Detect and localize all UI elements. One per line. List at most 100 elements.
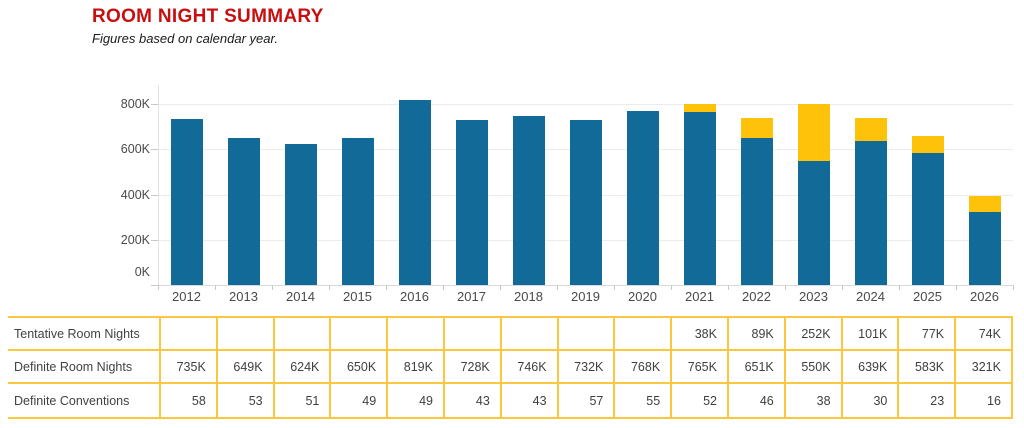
x-axis-label-2020: 2020 bbox=[628, 289, 657, 304]
table-cell-2025[interactable]: 77K bbox=[899, 318, 957, 351]
x-axis-tick bbox=[671, 285, 672, 290]
table-cell-2026[interactable]: 321K bbox=[956, 351, 1013, 384]
x-axis-tick bbox=[158, 285, 159, 290]
table-cell-2012[interactable] bbox=[161, 318, 218, 351]
y-axis-label: 0K bbox=[134, 265, 150, 279]
table-cell-2018[interactable]: 746K bbox=[501, 351, 559, 384]
y-axis-label: 200K bbox=[120, 232, 150, 247]
bar-definite-2019[interactable] bbox=[569, 119, 602, 285]
bar-definite-2024[interactable] bbox=[854, 140, 887, 285]
bar-tentative-2026[interactable] bbox=[968, 195, 1001, 213]
table-cell-2022[interactable]: 89K bbox=[728, 318, 786, 351]
bar-definite-2026[interactable] bbox=[968, 212, 1001, 285]
gridline-800K bbox=[158, 104, 1013, 106]
x-axis-label-2023: 2023 bbox=[799, 289, 828, 304]
table-cell-2023[interactable]: 252K bbox=[785, 318, 843, 351]
table-cell-2017[interactable] bbox=[444, 318, 502, 351]
x-axis-tick bbox=[785, 285, 786, 290]
table-cell-2016[interactable] bbox=[388, 318, 445, 351]
table-cell-2020[interactable]: 768K bbox=[615, 351, 673, 384]
table-cell-2023[interactable]: 38 bbox=[786, 384, 843, 417]
table-cell-2014[interactable]: 624K bbox=[274, 351, 332, 384]
table-cell-2023[interactable]: 550K bbox=[785, 351, 843, 384]
table-cell-2015[interactable] bbox=[331, 318, 389, 351]
bar-tentative-2025[interactable] bbox=[911, 135, 944, 154]
table-cell-2021[interactable]: 765K bbox=[672, 351, 729, 384]
table-cell-2020[interactable] bbox=[615, 318, 673, 351]
x-axis-label-2016: 2016 bbox=[400, 289, 429, 304]
table-cell-2024[interactable]: 101K bbox=[842, 318, 900, 351]
table-cell-2013[interactable]: 53 bbox=[218, 384, 275, 417]
table-cell-2014[interactable] bbox=[274, 318, 332, 351]
y-axis-tick bbox=[151, 149, 158, 151]
page-title: ROOM NIGHT SUMMARY bbox=[92, 6, 324, 27]
bar-definite-2016[interactable] bbox=[398, 99, 431, 285]
table-cell-2016[interactable]: 819K bbox=[388, 351, 445, 384]
room-nights-summary-table: Tentative Room Nights 38K 89K 252K 101K 77K 74… bbox=[8, 316, 1013, 419]
table-cell-2025[interactable]: 23 bbox=[899, 384, 957, 417]
bar-definite-2020[interactable] bbox=[626, 111, 659, 285]
x-axis-label-2022: 2022 bbox=[742, 289, 771, 304]
page-subtitle: Figures based on calendar year. bbox=[92, 31, 278, 46]
bar-definite-2021[interactable] bbox=[683, 112, 716, 285]
table-cell-2019[interactable]: 57 bbox=[559, 384, 616, 417]
bar-definite-2013[interactable] bbox=[227, 138, 260, 285]
x-axis-tick bbox=[614, 285, 615, 290]
table-cell-2022[interactable]: 46 bbox=[729, 384, 786, 417]
table-cell-2015[interactable]: 49 bbox=[331, 384, 389, 417]
y-axis-tick bbox=[151, 285, 158, 286]
x-axis-label-2017: 2017 bbox=[457, 289, 486, 304]
x-axis-label-2018: 2018 bbox=[514, 289, 543, 304]
x-axis-tick bbox=[386, 285, 387, 290]
bar-definite-2012[interactable] bbox=[170, 118, 203, 285]
x-axis-label-2026: 2026 bbox=[970, 289, 999, 304]
table-cell-2021[interactable]: 52 bbox=[672, 384, 729, 417]
table-cell-2026[interactable]: 74K bbox=[956, 318, 1013, 351]
y-axis-label: 800K bbox=[120, 97, 150, 112]
bar-definite-2015[interactable] bbox=[341, 138, 374, 285]
y-axis-tick bbox=[151, 194, 158, 196]
table-cell-2024[interactable]: 639K bbox=[842, 351, 900, 384]
bar-tentative-2023[interactable] bbox=[797, 103, 830, 161]
table-cell-2021[interactable]: 38K bbox=[672, 318, 729, 351]
table-cell-2012[interactable]: 735K bbox=[161, 351, 218, 384]
x-axis-label-2015: 2015 bbox=[343, 289, 372, 304]
table-cell-2012[interactable]: 58 bbox=[161, 384, 218, 417]
table-cell-2020[interactable]: 55 bbox=[615, 384, 673, 417]
table-cell-2018[interactable]: 43 bbox=[502, 384, 559, 417]
bar-definite-2018[interactable] bbox=[512, 116, 545, 285]
bar-tentative-2024[interactable] bbox=[854, 117, 887, 141]
table-cell-2018[interactable] bbox=[501, 318, 559, 351]
bar-tentative-2021[interactable] bbox=[683, 103, 716, 113]
table-cell-2022[interactable]: 651K bbox=[728, 351, 786, 384]
x-axis-label-2019: 2019 bbox=[571, 289, 600, 304]
x-axis-tick bbox=[956, 285, 957, 290]
table-row-label: Definite Room Nights bbox=[8, 351, 161, 384]
table-cell-2019[interactable]: 732K bbox=[558, 351, 616, 384]
table-cell-2025[interactable]: 583K bbox=[899, 351, 957, 384]
table-cell-2019[interactable] bbox=[558, 318, 616, 351]
table-cell-2017[interactable]: 728K bbox=[444, 351, 502, 384]
bar-definite-2022[interactable] bbox=[740, 137, 773, 285]
x-axis-tick bbox=[500, 285, 501, 290]
table-cell-2015[interactable]: 650K bbox=[331, 351, 389, 384]
table-cell-2014[interactable]: 51 bbox=[275, 384, 332, 417]
x-axis-tick bbox=[1013, 285, 1014, 290]
table-cell-2026[interactable]: 16 bbox=[956, 384, 1013, 417]
x-axis-tick bbox=[443, 285, 444, 290]
table-cell-2013[interactable]: 649K bbox=[217, 351, 275, 384]
y-axis-tick bbox=[151, 239, 158, 241]
bar-definite-2025[interactable] bbox=[911, 153, 944, 285]
bar-definite-2017[interactable] bbox=[455, 120, 488, 285]
x-axis-tick bbox=[272, 285, 273, 290]
table-cell-2017[interactable]: 43 bbox=[445, 384, 502, 417]
bar-definite-2023[interactable] bbox=[797, 160, 830, 285]
x-axis-tick bbox=[728, 285, 729, 290]
room-nights-bar-chart: 0K 200K 400K 600K 800K 2012 2013 2014 2015 2016 20… bbox=[120, 85, 1014, 304]
bar-definite-2014[interactable] bbox=[284, 143, 317, 285]
bar-tentative-2022[interactable] bbox=[740, 117, 773, 138]
table-cell-2013[interactable] bbox=[217, 318, 275, 351]
table-cell-2024[interactable]: 30 bbox=[843, 384, 900, 417]
table-cell-2016[interactable]: 49 bbox=[388, 384, 445, 417]
